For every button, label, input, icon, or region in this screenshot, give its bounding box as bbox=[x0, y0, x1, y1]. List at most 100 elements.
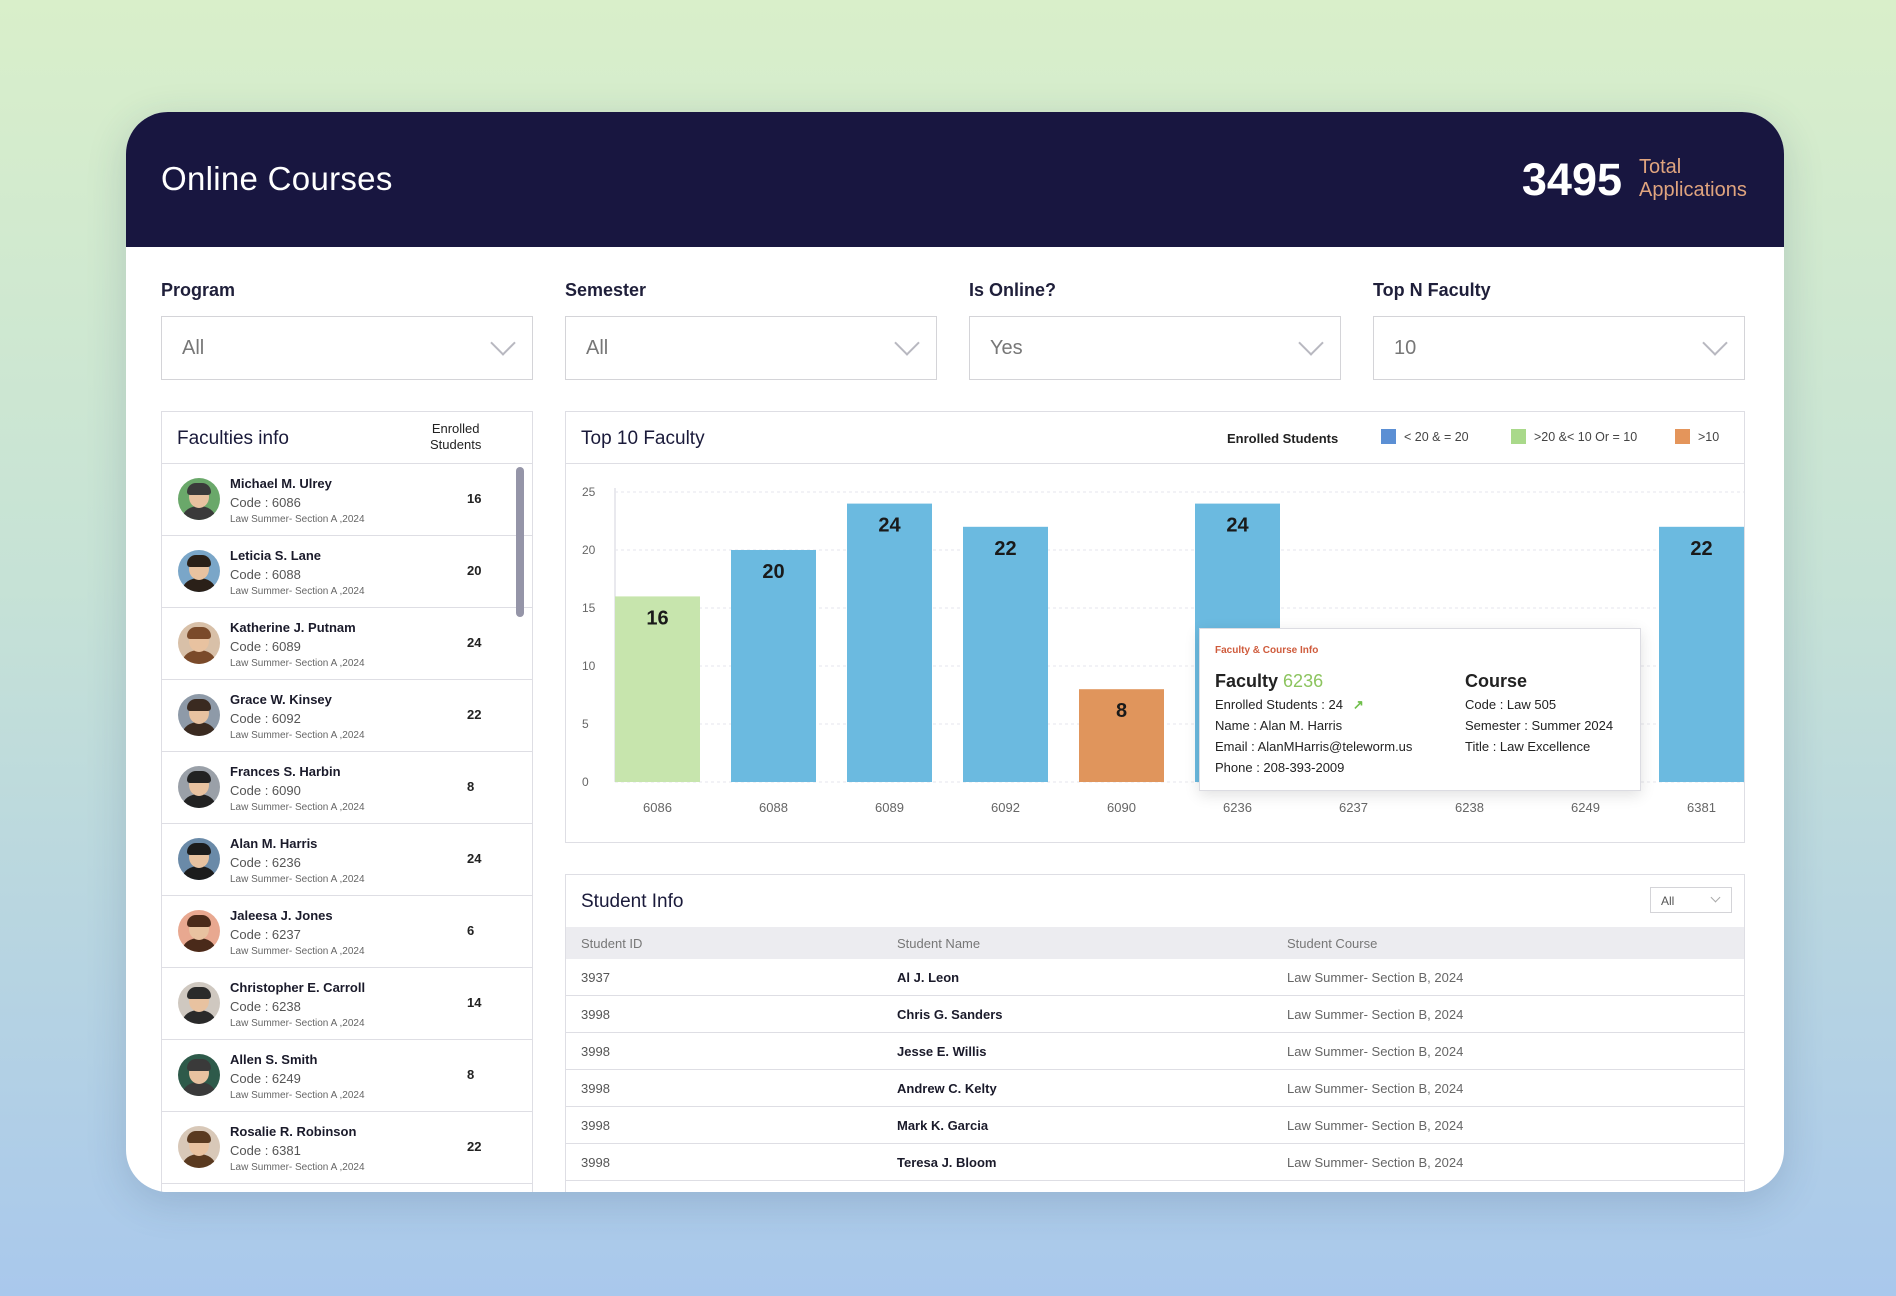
faculty-code: Code : 6092 bbox=[230, 711, 301, 726]
faculty-name: Grace W. Kinsey bbox=[230, 692, 332, 707]
faculty-name: Leticia S. Lane bbox=[230, 548, 322, 563]
bar-6088 bbox=[731, 550, 816, 782]
legend-swatch bbox=[1511, 429, 1526, 444]
tooltip-email: Email : AlanMHarris@teleworm.us bbox=[1215, 739, 1413, 754]
x-tick-label: 6088 bbox=[759, 800, 788, 815]
trending-up-icon: ↗ bbox=[1352, 697, 1364, 712]
faculty-section: Law Summer- Section A ,2024 bbox=[230, 1162, 365, 1173]
student-id-cell: 3998 bbox=[581, 1081, 610, 1096]
legend-label: >10 bbox=[1698, 430, 1720, 444]
select-value: All bbox=[586, 337, 609, 359]
tooltip-name: Name : Alan M. Harris bbox=[1215, 718, 1343, 733]
faculty-enrolled-count: 22 bbox=[467, 1139, 482, 1154]
faculty-section: Law Summer- Section A ,2024 bbox=[230, 658, 365, 669]
tooltip-heading: Faculty & Course Info bbox=[1215, 645, 1319, 656]
x-tick-label: 6237 bbox=[1339, 800, 1368, 815]
y-tick-label: 5 bbox=[582, 717, 589, 731]
student-course-cell: Law Summer- Section B, 2024 bbox=[1287, 1118, 1464, 1133]
faculty-name: Jaleesa J. Jones bbox=[230, 908, 333, 923]
student-name-cell: Mark K. Garcia bbox=[897, 1118, 989, 1133]
faculty-row[interactable]: Michael M. Ulrey Code : 6086 Law Summer- S… bbox=[162, 464, 532, 536]
chevron-down-icon bbox=[894, 330, 920, 356]
table-row[interactable]: 3998 Jesse E. Willis Law Summer- Section B… bbox=[566, 1033, 1744, 1070]
student-course-cell: Law Summer- Section B, 2024 bbox=[1287, 1044, 1464, 1059]
faculty-enrolled-count: 6 bbox=[467, 923, 475, 938]
semester-select[interactable]: All bbox=[565, 316, 937, 380]
student-name-cell: Teresa J. Bloom bbox=[897, 1155, 997, 1170]
faculty-row[interactable]: Rosalie R. Robinson Code : 6381 Law Summer… bbox=[162, 1112, 532, 1184]
faculty-row[interactable]: Frances S. Harbin Code : 6090 Law Summer- … bbox=[162, 752, 532, 824]
faculty-section: Law Summer- Section A ,2024 bbox=[230, 730, 365, 741]
table-row[interactable]: 3998 Chris G. Sanders Law Summer- Section … bbox=[566, 996, 1744, 1033]
faculty-list-scrollbar[interactable] bbox=[516, 467, 524, 617]
chart-header: Top 10 Faculty Enrolled Students < 20 & … bbox=[566, 412, 1744, 464]
avatar bbox=[178, 766, 220, 808]
student-name-cell: Al J. Leon bbox=[897, 970, 960, 985]
faculty-row[interactable]: Katherine J. Putnam Code : 6089 Law Summer… bbox=[162, 608, 532, 680]
bar-value-label: 22 bbox=[1690, 538, 1712, 560]
avatar bbox=[178, 838, 220, 880]
x-tick-label: 6238 bbox=[1455, 800, 1484, 815]
legend-item-blue: < 20 & = 20 bbox=[1381, 429, 1469, 444]
faculty-row[interactable]: Christopher E. Carroll Code : 6238 Law Sum… bbox=[162, 968, 532, 1040]
faculty-enrolled-count: 24 bbox=[467, 851, 482, 866]
faculty-name: Michael M. Ulrey bbox=[230, 476, 332, 491]
column-header-student-course: Student Course bbox=[1287, 936, 1378, 951]
faculty-row[interactable]: Jaleesa J. Jones Code : 6237 Law Summer- S… bbox=[162, 896, 532, 968]
student-info-title: Student Info bbox=[581, 891, 684, 912]
faculty-course-tooltip: Faculty & Course Info Faculty 6236 Enrol… bbox=[1199, 628, 1641, 791]
tooltip-course-title: Course bbox=[1465, 671, 1528, 691]
faculty-row[interactable]: Leticia S. Lane Code : 6088 Law Summer- Se… bbox=[162, 536, 532, 608]
x-tick-label: 6086 bbox=[643, 800, 672, 815]
total-label-line2: Applications bbox=[1639, 179, 1747, 201]
faculty-row[interactable]: Allen S. Smith Code : 6249 Law Summer- Sec… bbox=[162, 1040, 532, 1112]
student-course-cell: Law Summer- Section B, 2024 bbox=[1287, 970, 1464, 985]
bar-6089 bbox=[847, 503, 932, 782]
x-tick-label: 6089 bbox=[875, 800, 904, 815]
filter-label: Is Online? bbox=[969, 280, 1057, 300]
table-row[interactable]: 3998 Andrew C. Kelty Law Summer- Section B… bbox=[566, 1070, 1744, 1107]
chevron-down-icon bbox=[1710, 892, 1721, 903]
select-value: All bbox=[182, 337, 205, 359]
student-course-cell: Law Summer- Section B, 2024 bbox=[1287, 1007, 1464, 1022]
faculty-name: Alan M. Harris bbox=[230, 836, 318, 851]
table-row[interactable]: 3998 Teresa J. Bloom Law Summer- Section B… bbox=[566, 1144, 1744, 1181]
tooltip-faculty-label: Faculty bbox=[1215, 671, 1279, 691]
bar-6092 bbox=[963, 526, 1048, 782]
select-value: Yes bbox=[990, 337, 1023, 359]
total-applications-label: Total Applications bbox=[1639, 156, 1747, 202]
bar-value-label: 16 bbox=[646, 607, 668, 629]
student-id-cell: 3937 bbox=[581, 970, 610, 985]
avatar bbox=[178, 694, 220, 736]
faculty-enrolled-count: 24 bbox=[467, 635, 482, 650]
faculty-section: Law Summer- Section A ,2024 bbox=[230, 1090, 365, 1101]
faculty-section: Law Summer- Section A ,2024 bbox=[230, 802, 365, 813]
chevron-down-icon bbox=[490, 330, 516, 356]
avatar bbox=[178, 478, 220, 520]
page-title: Online Courses bbox=[161, 160, 393, 197]
legend-swatch bbox=[1381, 429, 1396, 444]
table-row[interactable]: 3937 Al J. Leon Law Summer- Section B, 202… bbox=[566, 959, 1744, 996]
faculty-row[interactable]: Grace W. Kinsey Code : 6092 Law Summer- Se… bbox=[162, 680, 532, 752]
student-name-cell: Andrew C. Kelty bbox=[897, 1081, 997, 1096]
col-header-line2: Students bbox=[430, 437, 482, 452]
top-n-faculty-select[interactable]: 10 bbox=[1373, 316, 1745, 380]
avatar bbox=[178, 982, 220, 1024]
student-table-header: Student ID Student Name Student Course bbox=[566, 927, 1744, 959]
table-row[interactable]: 3998 Mark K. Garcia Law Summer- Section B,… bbox=[566, 1107, 1744, 1144]
student-info-panel: Student Info All Student ID Student Name… bbox=[565, 874, 1745, 1192]
y-tick-label: 0 bbox=[582, 775, 589, 789]
chevron-down-icon bbox=[1702, 330, 1728, 356]
bar-6086 bbox=[615, 596, 700, 782]
bar-value-label: 8 bbox=[1116, 700, 1127, 722]
program-select[interactable]: All bbox=[161, 316, 533, 380]
student-filter-select[interactable]: All bbox=[1650, 887, 1732, 913]
x-tick-label: 6090 bbox=[1107, 800, 1136, 815]
tooltip-semester: Semester : Summer 2024 bbox=[1465, 718, 1614, 733]
filter-semester: Semester All bbox=[565, 280, 937, 380]
bar-value-label: 24 bbox=[878, 515, 901, 537]
faculty-row[interactable]: Alan M. Harris Code : 6236 Law Summer- Sec… bbox=[162, 824, 532, 896]
is-online-select[interactable]: Yes bbox=[969, 316, 1341, 380]
column-header-student-id: Student ID bbox=[581, 936, 643, 951]
bar-value-label: 24 bbox=[1226, 515, 1249, 537]
